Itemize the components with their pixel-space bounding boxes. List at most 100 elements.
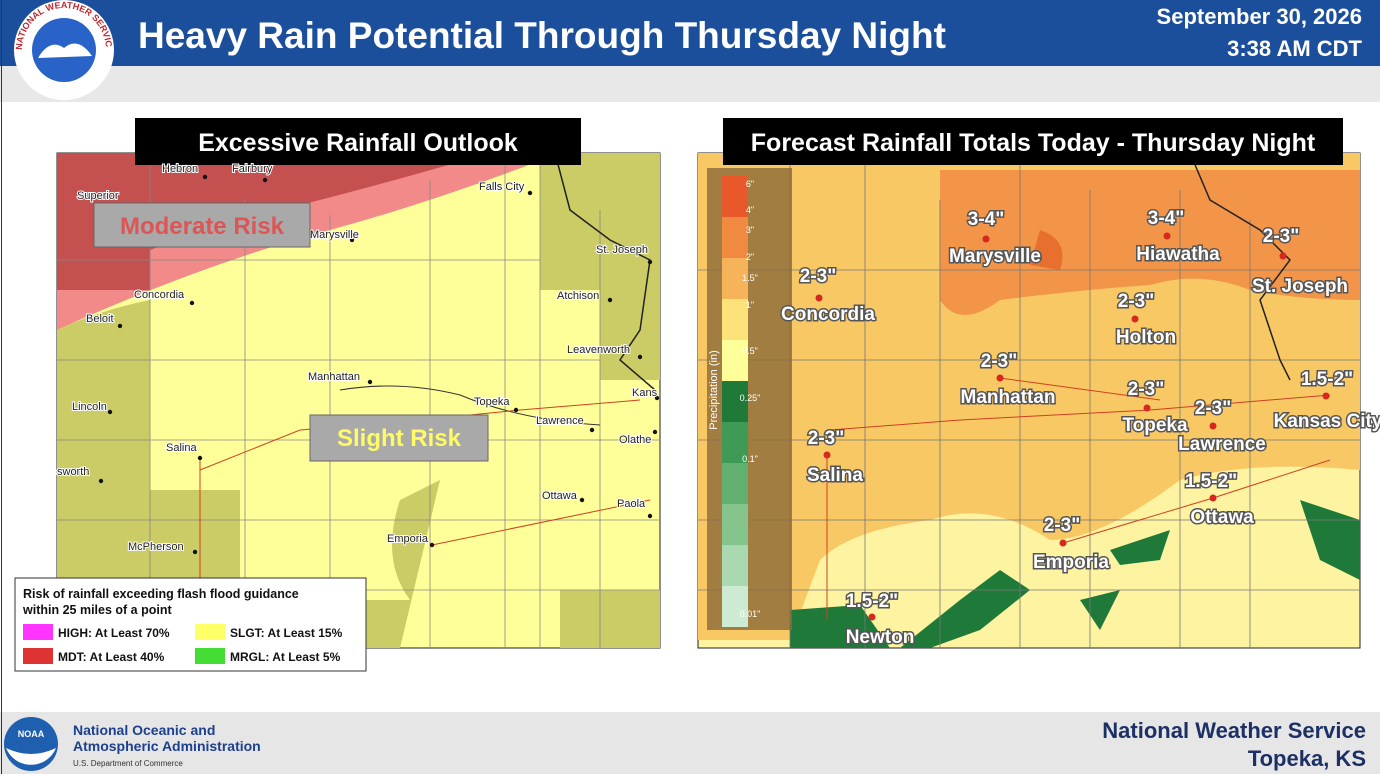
- legend-title: Risk of rainfall exceeding flash flood g…: [22, 587, 299, 617]
- city-label: Marysville: [310, 229, 359, 241]
- city-label: sworth: [57, 466, 89, 478]
- city-dot: [637, 354, 643, 360]
- city-label: Concordia: [781, 304, 875, 325]
- page-title: Heavy Rain Potential Through Thursday Ni…: [138, 15, 946, 56]
- legend-swatch: [23, 648, 53, 664]
- city-dot: [429, 542, 435, 548]
- colorbar-bg: [707, 168, 792, 630]
- office-location: Topeka, KS: [1248, 746, 1366, 771]
- city-label: Kansas City: [1274, 411, 1380, 432]
- city-label: Beloit: [86, 313, 114, 325]
- rain-3-4: [940, 170, 1360, 315]
- city-dot: [652, 429, 658, 435]
- colorbar: 6" 4" 3" 2" 1.5" 1" 0.5" 0.25" 0.1" 0.01": [722, 176, 760, 627]
- city-dot: [607, 297, 613, 303]
- city-label: St. Joseph: [596, 244, 648, 256]
- colorbar-tick: 0.01": [740, 609, 761, 619]
- header-strip: [0, 66, 1380, 102]
- rain-amount: 1.5-2": [846, 591, 898, 612]
- city-label: Topeka: [474, 396, 510, 408]
- left-title-box: [135, 118, 581, 165]
- right-title: Forecast Rainfall Totals Today - Thursda…: [751, 129, 1316, 157]
- colorbar-segment: [722, 258, 748, 299]
- city-dot: [579, 497, 585, 503]
- city-dot: [647, 259, 653, 265]
- colorbar-tick: 4": [746, 205, 754, 215]
- city-label: Newton: [846, 627, 915, 648]
- noaa-logo-text: NOAA: [18, 729, 45, 739]
- legend-title-text: Risk of rainfall exceeding flash flood g…: [23, 587, 299, 601]
- city-label: Topeka: [1122, 415, 1188, 436]
- colorbar-segment: [722, 340, 748, 381]
- colorbar-tick: 6": [746, 179, 754, 189]
- rain-amount: 2-3": [1263, 226, 1299, 247]
- legend-title-text: within 25 miles of a point: [22, 603, 172, 617]
- city-dot: [367, 379, 373, 385]
- rain-amount: 1.5-2": [1185, 471, 1237, 492]
- city-dot: [1322, 392, 1330, 400]
- city-dot: [1059, 539, 1067, 547]
- colorbar-segment: [722, 176, 748, 217]
- legend-label: HIGH: At Least 70%: [58, 626, 170, 640]
- rain-amount: 3-4": [1148, 208, 1184, 229]
- city-label: Kans: [632, 387, 658, 399]
- colorbar-segment: [722, 422, 748, 463]
- colorbar-tick: 1.5": [742, 273, 758, 283]
- noaa-logo-wave: [6, 748, 56, 765]
- city-dot: [202, 174, 208, 180]
- colorbar-tick: 1": [746, 300, 754, 310]
- colorbar-segment: [722, 381, 748, 422]
- city-dot: [98, 478, 104, 484]
- right-title-box: [723, 118, 1343, 165]
- city-dot: [1143, 404, 1151, 412]
- rain-amount: 1.5-2": [1301, 369, 1353, 390]
- city-label: Manhattan: [308, 371, 360, 383]
- city-label: Ottawa: [1190, 507, 1254, 528]
- city-label: McPherson: [128, 541, 184, 553]
- colorbar-tick: 2": [746, 252, 754, 262]
- colorbar-tick: 0.25": [740, 393, 761, 403]
- city-dot: [192, 549, 198, 555]
- city-label: Superior: [77, 190, 119, 202]
- legend-box: [14, 577, 367, 672]
- city-label: Atchison: [557, 290, 599, 302]
- city-dot: [1163, 232, 1171, 240]
- rain-amount: 2-3": [1044, 515, 1080, 536]
- legend-label: MRGL: At Least 5%: [230, 650, 341, 664]
- legend-swatch: [195, 624, 225, 640]
- colorbar-segment: [722, 504, 748, 545]
- city-dot: [197, 455, 203, 461]
- rain-amount: 3-4": [968, 209, 1004, 230]
- marginal-zone-se: [560, 590, 660, 648]
- date: September 30, 2026: [1157, 4, 1362, 29]
- rain-amount: 2-3": [981, 351, 1017, 372]
- state-line: [1189, 152, 1291, 381]
- city-dot: [1209, 422, 1217, 430]
- city-dot: [1209, 494, 1217, 502]
- city-label: Leavenworth: [567, 344, 630, 356]
- legend-swatch: [195, 648, 225, 664]
- colorbar-tick: 3": [746, 225, 754, 235]
- city-dot: [262, 177, 268, 183]
- footer: [0, 712, 1380, 774]
- marginal-zone-west: [57, 300, 150, 648]
- rain-amount: 2-3": [1128, 379, 1164, 400]
- city-dot: [868, 613, 876, 621]
- city-dot: [823, 451, 831, 459]
- city-label: Olathe: [619, 434, 651, 446]
- city-dot: [513, 407, 519, 413]
- city-dot: [982, 235, 990, 243]
- city-label: Emporia: [387, 533, 429, 545]
- city-label: Lawrence: [536, 415, 584, 427]
- city-label: Ottawa: [542, 490, 578, 502]
- city-label: Lawrence: [1178, 434, 1266, 455]
- office-name: National Weather Service: [1102, 718, 1366, 743]
- colorbar-segment: [722, 545, 748, 586]
- department: U.S. Department of Commerce: [73, 759, 183, 768]
- legend-label: MDT: At Least 40%: [58, 650, 165, 664]
- noaa-name-2: Atmospheric Administration: [73, 738, 261, 754]
- city-dot: [647, 513, 653, 519]
- legend-label: SLGT: At Least 15%: [230, 626, 343, 640]
- city-label: Salina: [166, 442, 197, 454]
